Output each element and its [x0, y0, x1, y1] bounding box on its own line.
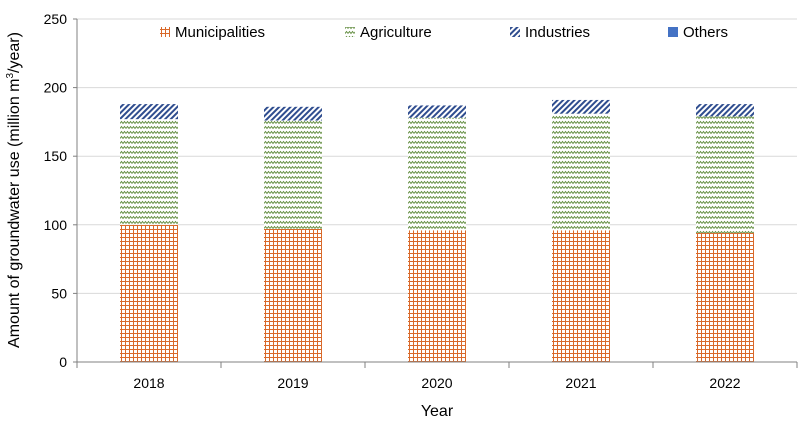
bar-segment-industries-2019 [264, 106, 322, 121]
legend: Municipalities Agriculture Industries Other… [160, 24, 728, 41]
y-tick-label: 0 [59, 354, 67, 370]
legend-label-industries: Industries [525, 24, 590, 41]
legend-label-others: Others [683, 24, 728, 41]
y-tick-label: 200 [44, 80, 68, 96]
bar-segment-industries-2018 [120, 104, 178, 120]
y-axis-label: Amount of groundwater use (million m3/ye… [5, 32, 23, 348]
bar-segment-industries-2020 [408, 105, 466, 118]
bar-segment-agriculture-2019 [264, 120, 322, 229]
x-tick-label: 2018 [133, 375, 164, 391]
y-tick-label: 150 [44, 148, 68, 164]
bars [120, 99, 754, 362]
bar-segment-agriculture-2018 [120, 119, 178, 225]
legend-swatch-industries [510, 27, 520, 37]
bar-segment-municipalities-2020 [408, 230, 466, 362]
bar-segment-municipalities-2018 [120, 224, 178, 362]
bar-segment-municipalities-2019 [264, 228, 322, 362]
bar-segment-industries-2021 [552, 99, 610, 114]
legend-label-municipalities: Municipalities [175, 24, 265, 41]
legend-swatch-municipalities [160, 27, 170, 37]
y-tick-label: 250 [44, 11, 68, 27]
legend-swatch-agriculture [345, 27, 355, 37]
x-tick-label: 2022 [709, 375, 740, 391]
x-tick-label: 2020 [421, 375, 452, 391]
axes [73, 18, 798, 368]
x-tick-labels: 2018 2019 2020 2021 2022 [133, 375, 740, 391]
bar-segment-agriculture-2022 [696, 116, 754, 234]
legend-swatch-others [668, 27, 678, 37]
bar-segment-industries-2022 [696, 104, 754, 117]
x-tick-label: 2019 [277, 375, 308, 391]
legend-label-agriculture: Agriculture [360, 24, 432, 41]
bar-segment-municipalities-2022 [696, 233, 754, 362]
x-tick-label: 2021 [565, 375, 596, 391]
bar-segment-agriculture-2021 [552, 113, 610, 231]
y-tick-labels: 0 50 100 150 200 250 [44, 11, 68, 370]
y-tick-label: 50 [51, 285, 67, 301]
bar-segment-municipalities-2021 [552, 230, 610, 362]
bar-segment-agriculture-2020 [408, 117, 466, 231]
x-axis-label: Year [421, 403, 454, 420]
y-tick-label: 100 [44, 217, 68, 233]
